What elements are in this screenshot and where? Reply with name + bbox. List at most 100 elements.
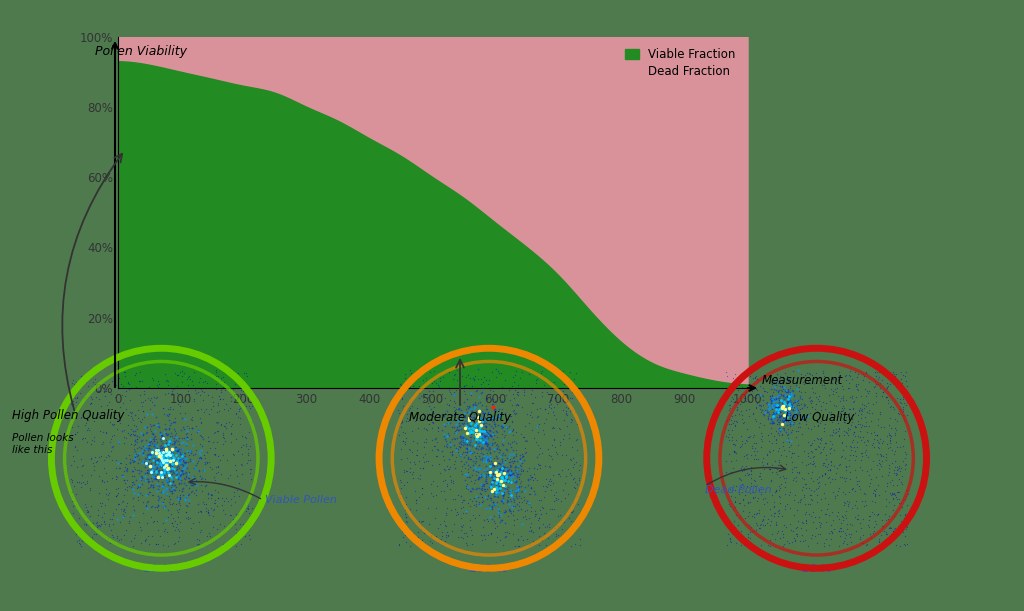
Point: [486, 437, 503, 447]
Point: [846, 428, 862, 437]
Point: [164, 461, 180, 470]
Point: [207, 495, 223, 505]
Point: [443, 505, 460, 515]
Point: [877, 486, 893, 496]
Point: [401, 412, 418, 422]
Point: [464, 406, 480, 415]
Point: [503, 477, 519, 487]
Point: [482, 488, 499, 498]
Point: [445, 370, 462, 379]
Point: [759, 387, 775, 397]
Point: [65, 508, 81, 518]
Point: [144, 463, 161, 473]
Point: [488, 532, 505, 541]
Point: [159, 527, 175, 537]
Point: [105, 519, 122, 529]
Point: [141, 395, 158, 405]
Point: [776, 368, 793, 378]
Point: [810, 483, 826, 493]
Point: [793, 404, 809, 414]
Point: [895, 525, 911, 535]
Point: [757, 387, 773, 397]
Point: [841, 383, 857, 393]
Point: [826, 475, 843, 485]
Point: [853, 448, 869, 458]
Point: [488, 415, 505, 425]
Point: [762, 398, 778, 408]
Point: [764, 379, 780, 389]
Point: [140, 455, 157, 464]
Point: [161, 477, 177, 486]
Point: [83, 455, 99, 464]
Point: [180, 467, 197, 477]
Point: [857, 500, 873, 510]
Point: [887, 463, 903, 472]
Point: [478, 375, 495, 384]
Point: [155, 443, 171, 453]
Point: [391, 409, 408, 419]
Point: [777, 386, 794, 395]
Point: [456, 424, 472, 434]
Point: [536, 430, 552, 439]
Point: [169, 458, 185, 468]
Point: [459, 479, 475, 489]
Point: [414, 519, 430, 529]
Point: [886, 511, 902, 521]
Point: [167, 538, 183, 548]
Point: [844, 391, 860, 401]
Point: [501, 499, 517, 509]
Point: [819, 499, 836, 509]
Point: [487, 537, 504, 547]
Point: [552, 396, 568, 406]
Point: [749, 398, 765, 408]
Point: [507, 462, 523, 472]
Point: [809, 406, 825, 415]
Point: [154, 456, 170, 466]
Point: [502, 478, 518, 488]
Point: [429, 444, 445, 454]
Point: [169, 507, 185, 517]
Point: [145, 518, 162, 527]
Point: [489, 470, 506, 480]
Point: [817, 439, 834, 448]
Point: [568, 368, 585, 378]
Point: [898, 500, 914, 510]
Point: [447, 425, 464, 434]
Point: [156, 454, 172, 464]
Point: [541, 476, 557, 486]
Point: [778, 387, 795, 397]
Point: [455, 522, 471, 532]
Point: [460, 481, 476, 491]
Point: [891, 494, 907, 504]
Point: [156, 453, 172, 463]
Point: [194, 386, 210, 396]
Point: [483, 439, 500, 448]
Point: [143, 421, 160, 431]
Point: [140, 450, 157, 459]
Point: [162, 402, 178, 412]
Point: [164, 463, 180, 472]
Point: [777, 451, 794, 461]
Point: [150, 456, 166, 466]
Point: [169, 446, 185, 456]
Point: [234, 440, 251, 450]
Point: [90, 409, 106, 419]
Point: [162, 448, 178, 458]
Point: [499, 477, 515, 486]
Point: [770, 389, 786, 399]
Point: [67, 429, 83, 439]
Point: [126, 430, 142, 440]
Point: [460, 370, 476, 379]
Point: [394, 394, 411, 404]
Point: [172, 493, 188, 503]
Point: [159, 458, 175, 468]
Point: [449, 423, 465, 433]
Point: [564, 508, 581, 518]
Point: [503, 461, 519, 471]
Point: [171, 409, 187, 419]
Point: [845, 410, 861, 420]
Point: [487, 468, 504, 478]
Point: [780, 404, 797, 414]
Point: [241, 508, 257, 518]
Point: [771, 424, 787, 434]
